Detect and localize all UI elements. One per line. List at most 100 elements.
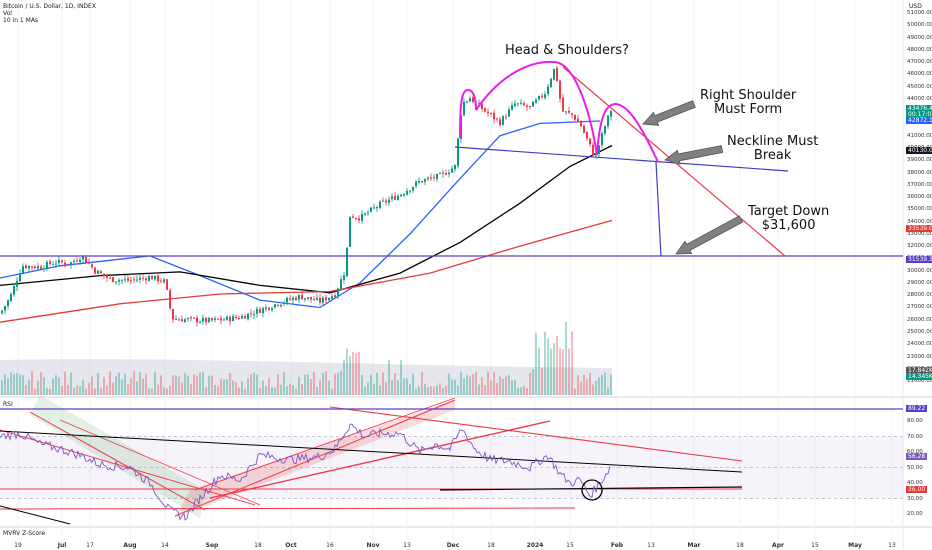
volume-bar (331, 388, 333, 395)
time-tick-label: 19 (14, 542, 22, 549)
candle-body (103, 273, 105, 276)
candle-body (535, 99, 537, 103)
volume-bar (526, 388, 528, 395)
candle-body (265, 307, 267, 309)
ma-line (0, 144, 613, 294)
volume-bar (499, 376, 501, 395)
volume-bar (211, 375, 213, 395)
candle-body (148, 276, 150, 281)
vol-label[interactable]: Vol (3, 10, 12, 17)
candle-body (358, 218, 360, 221)
volume-bar (307, 374, 309, 395)
rsi-tick-label: 20.00 (907, 511, 923, 517)
volume-bar (97, 373, 99, 395)
volume-bar (598, 377, 600, 395)
volume-bar (157, 384, 159, 395)
price-tick-label: 47000.00 (907, 59, 932, 66)
rsi-black-trendline (0, 430, 743, 473)
candle-body (37, 266, 39, 269)
volume-bar (364, 386, 366, 395)
candle-body (565, 111, 567, 113)
volume-bar (289, 383, 291, 395)
volume-bar (487, 371, 489, 395)
candle-body (370, 207, 372, 212)
volume-bar (325, 371, 327, 395)
candle-body (154, 275, 156, 280)
time-tick-label: Nov (366, 542, 380, 549)
volume-bar (595, 380, 597, 395)
rsi-current-label: 89.22 (906, 405, 928, 412)
candle-body (52, 264, 54, 266)
volume-bar (295, 388, 297, 395)
candle-body (556, 67, 558, 82)
volume-bar (604, 372, 606, 395)
mvrv-pane-label[interactable]: MVRV Z-Score (3, 530, 46, 537)
volume-bar (424, 383, 426, 395)
volume-bar (106, 385, 108, 395)
ma-label[interactable]: 10 in 1 MAs (3, 17, 39, 24)
candle-body (283, 302, 285, 305)
price-tick-label: 46000.00 (907, 71, 932, 78)
time-tick-label: Jul (57, 542, 67, 549)
volume-bar (436, 385, 438, 395)
candle-body (496, 118, 498, 120)
volume-bar (217, 386, 219, 395)
candle-body (490, 112, 492, 114)
volume-bar (421, 371, 423, 395)
volume-bar (163, 387, 165, 395)
rsi-pane-label[interactable]: RSI (3, 401, 13, 408)
volume-bar (301, 384, 303, 395)
rsi-support-trendline (439, 486, 743, 491)
volume-bar (253, 372, 255, 395)
candle-body (157, 275, 159, 282)
time-tick-label: 13 (647, 542, 655, 549)
time-tick-label: Feb (610, 542, 624, 549)
candle-body (607, 115, 609, 126)
volume-bar (520, 387, 522, 395)
candle-body (64, 262, 66, 265)
candle-body (190, 317, 192, 319)
price-tick-label: 30000.00 (907, 267, 932, 274)
rsi-circle-highlight (581, 479, 603, 501)
candle-body (379, 201, 381, 209)
volume-bar (202, 371, 204, 395)
volume-bar (439, 383, 441, 395)
candle-body (532, 101, 534, 107)
volume-bar (454, 379, 456, 395)
candle-body (112, 277, 114, 283)
candle-body (397, 195, 399, 200)
symbol-title[interactable]: Bitcoin / U.S. Dollar, 1D, INDEX (3, 3, 96, 10)
target-projection-line (655, 161, 662, 257)
rsi-channel-line (174, 399, 456, 517)
volume-bar (127, 384, 129, 395)
candle-body (316, 297, 318, 300)
volume-bar (472, 374, 474, 395)
candle-body (478, 102, 480, 104)
candle-body (550, 78, 552, 88)
candle-body (529, 106, 531, 108)
volume-bar (571, 331, 573, 395)
volume-bar (589, 373, 591, 395)
candle-body (406, 190, 408, 195)
candle-body (109, 277, 111, 279)
rsi-channel-line (194, 397, 456, 491)
candle-body (391, 196, 393, 200)
arrow-neckline (664, 145, 724, 165)
candle-body (352, 216, 354, 218)
volume-bar (7, 378, 9, 395)
arrow-target (675, 215, 744, 255)
candle-body (4, 305, 6, 311)
time-tick-label: 18 (254, 542, 262, 549)
volume-bar (457, 385, 459, 395)
price-tick-label: 36000.00 (907, 194, 932, 201)
volume-bar (196, 375, 198, 395)
price-tick-label: 38000.00 (907, 169, 932, 176)
volume-bar (418, 386, 420, 395)
volume-bar (241, 381, 243, 395)
price-tick-label: 24000.00 (907, 341, 932, 348)
volume-bar (259, 387, 261, 395)
rsi-current-label: 56.28 (906, 453, 928, 460)
volume-bar (532, 369, 534, 395)
candle-body (457, 138, 459, 166)
